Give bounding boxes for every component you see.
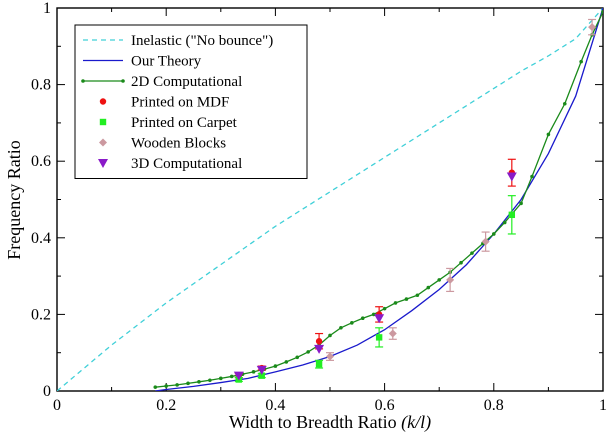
y-tick-label: 0 <box>43 383 51 400</box>
y-tick-label: 0.6 <box>31 153 51 170</box>
data-point <box>388 329 397 338</box>
x-tick-label: 0.2 <box>156 397 176 414</box>
data-point <box>164 384 168 388</box>
data-point <box>579 59 583 64</box>
data-point <box>508 211 516 219</box>
data-point <box>502 220 507 225</box>
y-tick-label: 0.2 <box>31 306 51 323</box>
x-tick-label: 0 <box>53 397 61 414</box>
data-point <box>446 275 455 284</box>
data-point <box>519 201 523 206</box>
legend-swatch-marker <box>99 98 107 105</box>
legend-swatch-dot <box>81 79 85 83</box>
data-point <box>601 10 603 14</box>
data-point <box>251 370 256 374</box>
data-point <box>404 297 409 301</box>
data-point <box>256 365 267 375</box>
data-point <box>208 378 212 383</box>
data-point <box>481 237 490 246</box>
legend-box <box>74 24 308 179</box>
legend-item-3d-computational: 3D Computational <box>98 156 242 172</box>
data-point <box>506 172 517 182</box>
legend-label: 3D Computational <box>131 156 242 172</box>
legend-label: Printed on Carpet <box>131 115 238 131</box>
series-printed-on-mdf <box>234 158 516 379</box>
y-tick-label: 0.4 <box>31 230 51 247</box>
data-point <box>426 285 431 290</box>
legend-item-printed-on-carpet: Printed on Carpet <box>99 115 238 131</box>
data-point <box>315 338 323 345</box>
series-layer <box>57 8 603 391</box>
legend-swatch-marker <box>99 118 107 126</box>
series-line-inelastic-no-bounce <box>57 8 603 391</box>
data-point <box>382 306 387 311</box>
legend-swatch-marker <box>98 159 108 168</box>
legend: Inelastic ("No bounce") Our Theory 2D Comp… <box>74 24 308 179</box>
data-point <box>393 301 398 305</box>
x-tick-label: 0.6 <box>375 397 395 414</box>
axis-ticks: 0 0.2 0.4 0.6 0.8 1 0 0.2 0.4 0.6 0.8 1 <box>31 0 607 414</box>
legend-label: Our Theory <box>131 54 202 70</box>
x-tick-label: 0.4 <box>265 397 285 414</box>
data-point <box>588 23 597 32</box>
data-point <box>233 371 244 381</box>
legend-label: 2D Computational <box>131 74 242 90</box>
data-point <box>562 101 567 106</box>
data-point <box>415 293 420 298</box>
data-point <box>360 316 365 321</box>
data-point <box>374 314 385 324</box>
data-point <box>459 260 463 265</box>
x-tick-label: 0.8 <box>484 397 504 414</box>
x-axis-title-main: Width to Breadth Ratio <box>229 412 397 432</box>
data-point <box>339 326 343 330</box>
data-point <box>315 360 323 368</box>
x-axis-title-var: (k/l) <box>401 412 431 433</box>
data-point <box>306 350 310 354</box>
data-point <box>175 383 179 387</box>
data-point <box>492 232 496 236</box>
legend-label: Printed on MDF <box>131 95 229 111</box>
data-point <box>273 364 278 368</box>
x-axis-title: Width to Breadth Ratio (k/l) <box>229 412 431 433</box>
legend-item-our-theory: Our Theory <box>83 54 202 70</box>
legend-label: Wooden Blocks <box>131 136 226 152</box>
data-point <box>350 321 354 325</box>
data-point <box>326 352 334 361</box>
legend-item-wooden-blocks: Wooden Blocks <box>99 136 226 152</box>
data-point <box>437 278 442 282</box>
y-tick-label: 1 <box>43 0 51 17</box>
data-point <box>186 381 190 386</box>
series-3d-computational <box>233 172 517 381</box>
data-point <box>314 344 325 354</box>
data-point <box>328 333 332 338</box>
data-point <box>470 251 474 255</box>
series-wooden-blocks <box>326 18 597 361</box>
data-point <box>530 174 534 179</box>
data-point <box>197 380 201 384</box>
y-tick-label: 0.8 <box>31 77 51 94</box>
legend-swatch-dot <box>121 79 125 83</box>
data-point <box>153 385 158 389</box>
legend-item-2d-computational: 2D Computational <box>81 74 242 90</box>
x-tick-label: 1 <box>599 397 607 414</box>
data-point <box>295 355 300 360</box>
legend-label: Inelastic ("No bounce") <box>131 33 273 49</box>
data-point <box>219 376 223 381</box>
legend-item-inelastic-no-bounce: Inelastic ("No bounce") <box>83 33 273 49</box>
legend-swatch-marker <box>99 138 107 147</box>
y-axis-title: Frequency Ratio <box>4 140 24 259</box>
data-point <box>284 360 289 364</box>
data-point <box>546 132 551 137</box>
legend-item-printed-on-mdf: Printed on MDF <box>99 95 229 111</box>
series-inelastic-no-bounce <box>57 8 603 391</box>
data-point <box>375 334 383 341</box>
series-printed-on-carpet <box>234 195 516 383</box>
data-point <box>258 372 265 379</box>
data-point <box>229 374 234 379</box>
data-point <box>371 312 376 317</box>
